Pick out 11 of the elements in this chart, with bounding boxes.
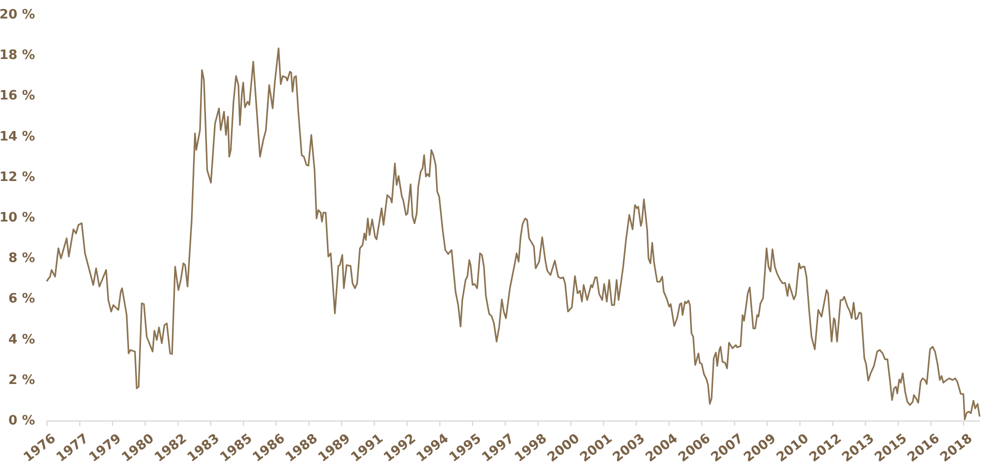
y-tick-label: 6 %: [8, 292, 35, 307]
y-tick-label: 8 %: [8, 251, 35, 266]
y-tick-label: 14 %: [0, 129, 35, 144]
y-tick-label: 16 %: [0, 88, 35, 104]
y-tick-label: 0 %: [8, 414, 35, 429]
y-tick-label: 10 %: [0, 210, 35, 226]
y-tick-label: 2 %: [8, 372, 35, 388]
y-tick-label: 4 %: [8, 332, 35, 348]
y-tick-label: 12 %: [0, 170, 35, 185]
y-tick-label: 18 %: [0, 48, 35, 64]
y-tick-label: 20 %: [0, 8, 35, 23]
